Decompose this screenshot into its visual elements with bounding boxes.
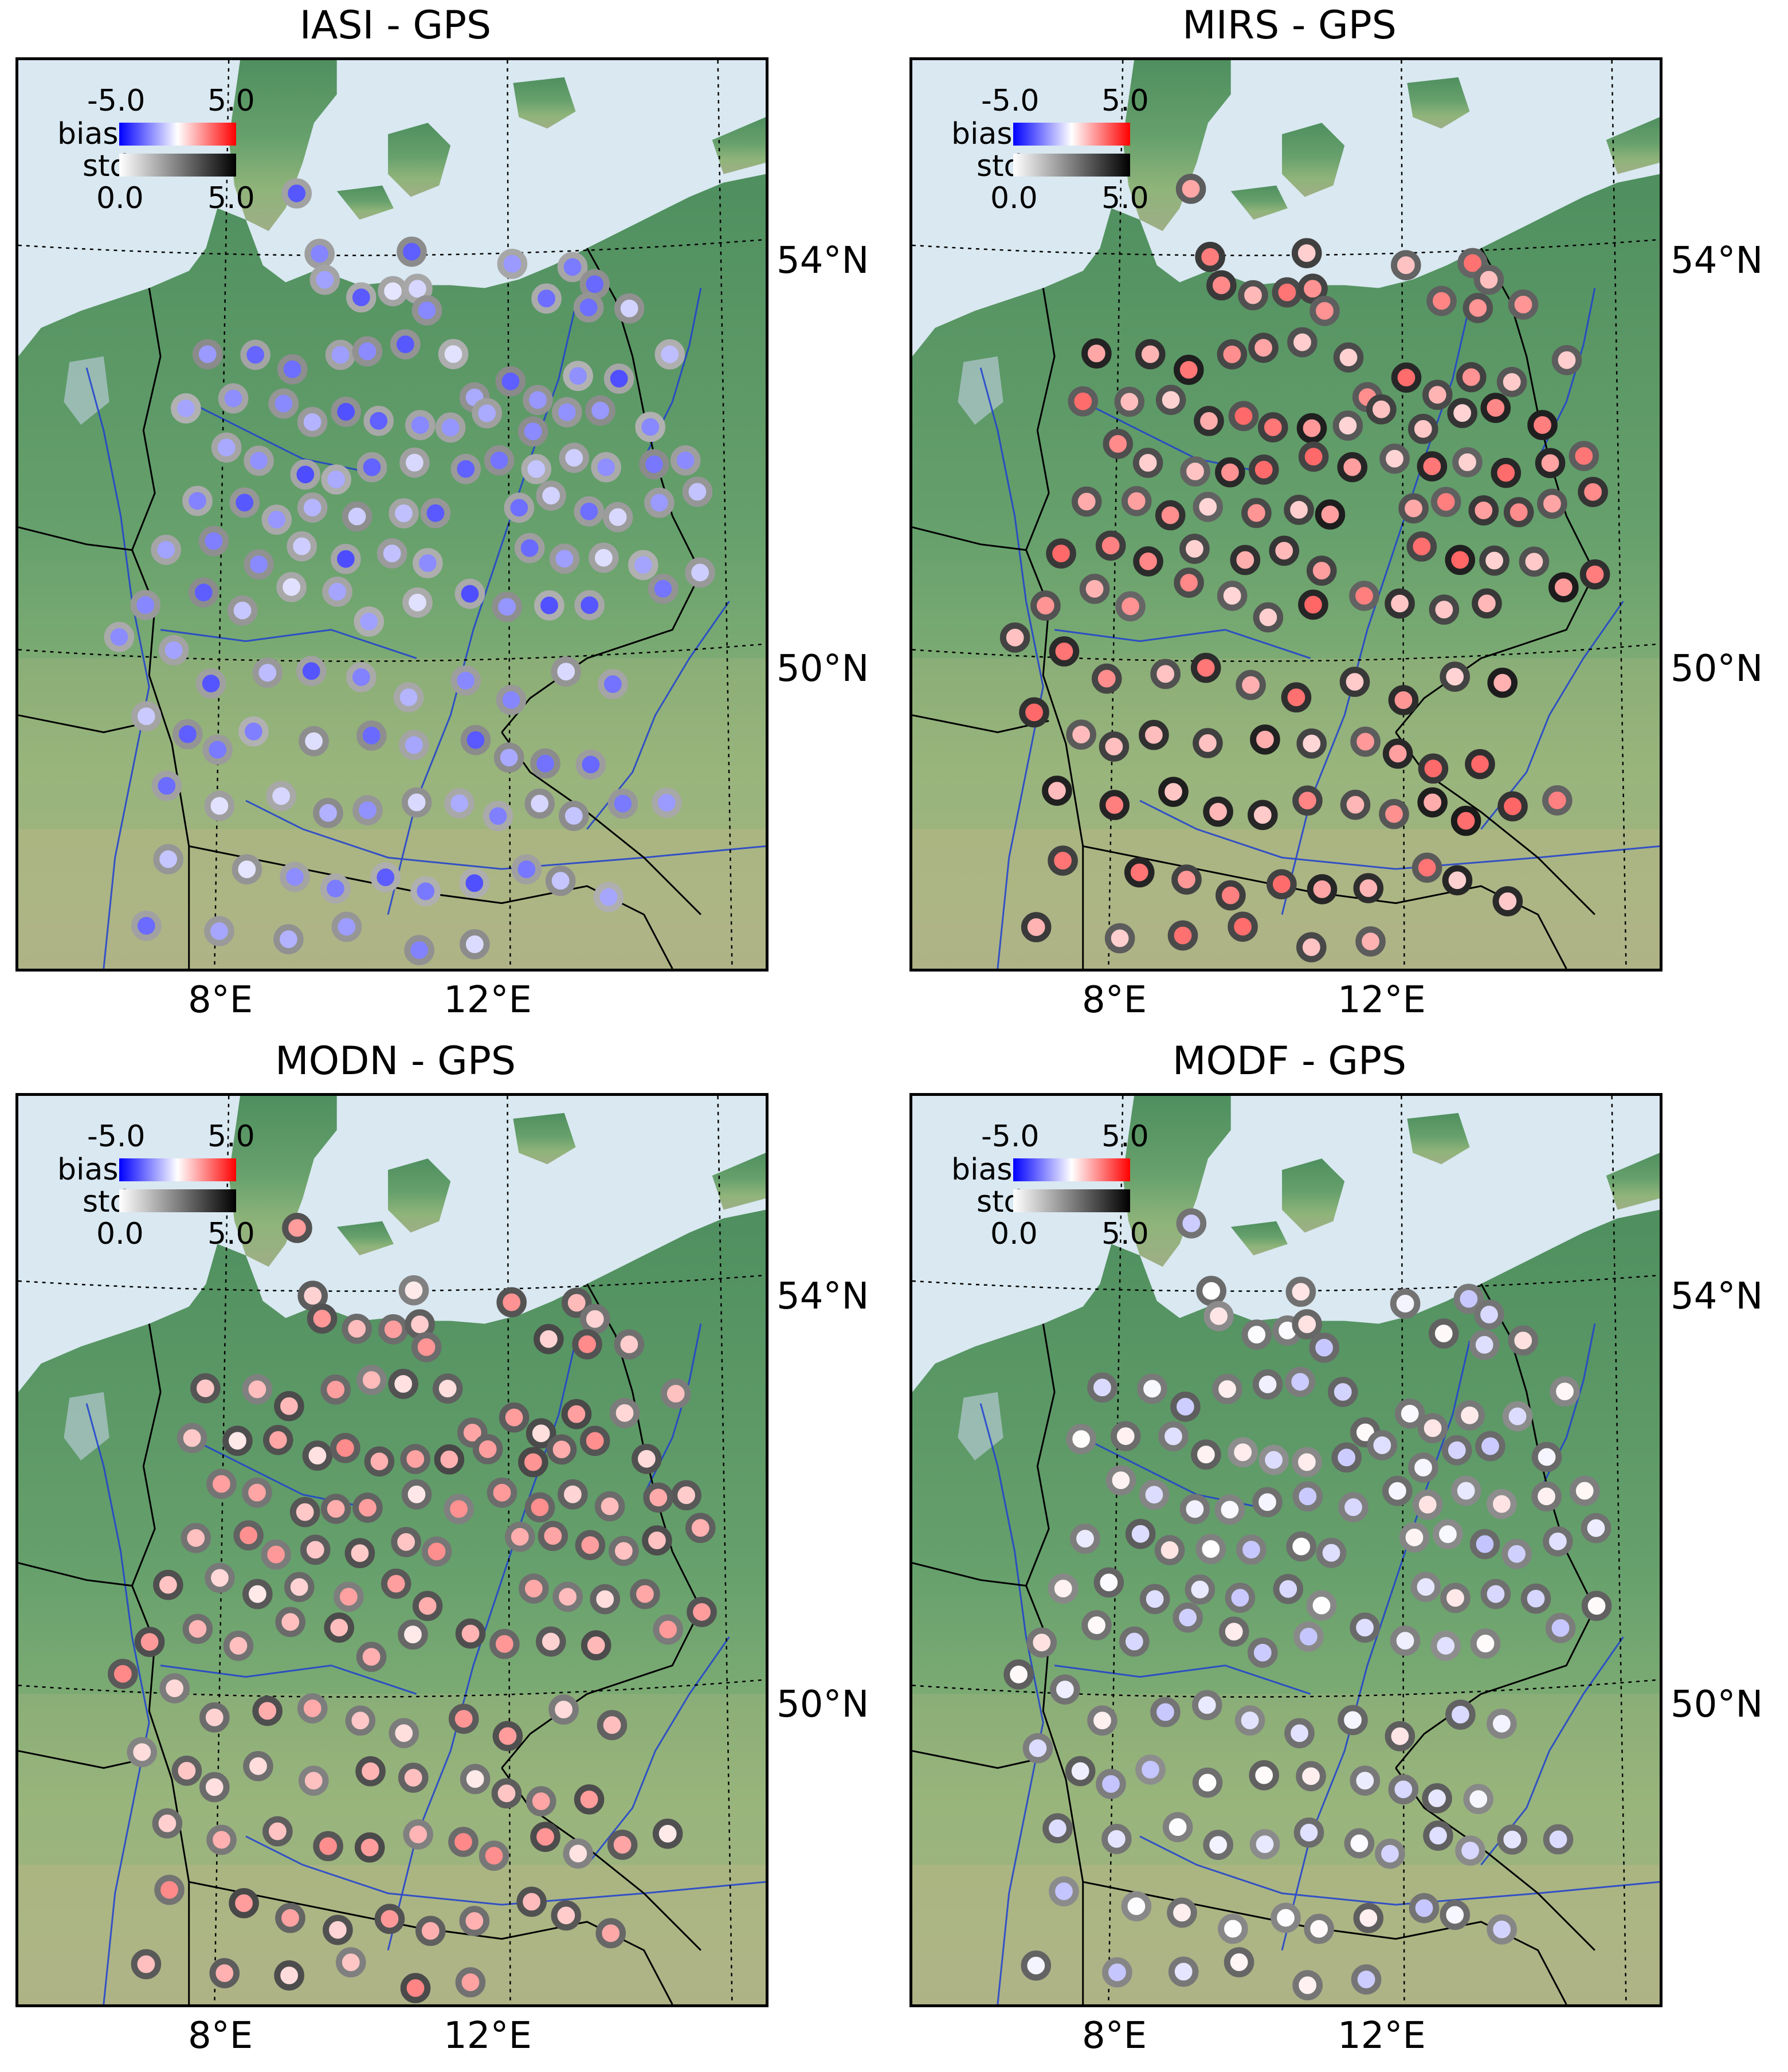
island xyxy=(336,1221,394,1256)
legend: -5.0 5.0 bias: std: 0.0 5.0 xyxy=(57,84,275,216)
map-panel-3: MODN - GPS xyxy=(0,1036,894,2071)
panel-title: MODF - GPS xyxy=(1172,1039,1407,1084)
island xyxy=(1282,123,1345,197)
std-max-label: 5.0 xyxy=(1101,1217,1149,1251)
island xyxy=(388,1158,451,1233)
lat-label-50: 50°N xyxy=(1671,1683,1763,1726)
land-north xyxy=(1123,1096,1231,1267)
legend: -5.0 5.0 bias: std: 0.0 5.0 xyxy=(951,1119,1169,1251)
bias-max-label: 5.0 xyxy=(1101,1119,1149,1154)
bias-colorbar xyxy=(119,123,236,146)
std-min-label: 0.0 xyxy=(96,181,144,216)
bias-label: bias: xyxy=(57,117,128,151)
island xyxy=(1407,77,1470,129)
std-colorbar xyxy=(119,154,236,177)
lon-label-12: 12°E xyxy=(1338,2015,1426,2057)
lat-label-54: 54°N xyxy=(777,1275,869,1318)
lat-label-54: 54°N xyxy=(1671,240,1763,282)
map-panel-4: MODF - GPS xyxy=(894,1036,1788,2071)
lon-label-12: 12°E xyxy=(444,2015,532,2057)
island xyxy=(712,117,766,174)
land-north xyxy=(229,1096,337,1267)
panel-title: MIRS - GPS xyxy=(1182,3,1397,48)
lat-label-50: 50°N xyxy=(1671,648,1763,690)
island xyxy=(712,1153,766,1210)
island xyxy=(1407,1113,1470,1165)
island xyxy=(513,1113,576,1165)
island xyxy=(388,123,451,197)
lon-label-8: 8°E xyxy=(188,979,253,1021)
std-min-label: 0.0 xyxy=(96,1217,144,1251)
map-frame xyxy=(909,57,1662,972)
bias-max-label: 5.0 xyxy=(1101,84,1149,118)
std-colorbar xyxy=(119,1189,236,1212)
bias-colorbar xyxy=(1013,123,1130,146)
legend: -5.0 5.0 bias: std: 0.0 5.0 xyxy=(57,1119,275,1251)
island xyxy=(1606,117,1660,174)
island xyxy=(1606,1153,1660,1210)
bias-label: bias: xyxy=(951,117,1022,151)
std-colorbar xyxy=(1013,154,1130,177)
std-max-label: 5.0 xyxy=(1101,181,1149,216)
bias-min-label: -5.0 xyxy=(981,84,1040,118)
map-panel-2: MIRS - GPS xyxy=(894,0,1788,1036)
land-north xyxy=(229,60,337,232)
bias-colorbar xyxy=(1013,1158,1130,1181)
std-max-label: 5.0 xyxy=(207,181,255,216)
land-north xyxy=(1123,60,1231,232)
lat-label-50: 50°N xyxy=(777,1683,869,1726)
lon-label-8: 8°E xyxy=(188,2015,253,2057)
island xyxy=(1230,1221,1288,1256)
lon-label-12: 12°E xyxy=(444,979,532,1021)
lat-label-54: 54°N xyxy=(1671,1275,1763,1318)
island xyxy=(336,185,394,220)
legend: -5.0 5.0 bias: std: 0.0 5.0 xyxy=(951,84,1169,216)
panel-title: IASI - GPS xyxy=(299,3,492,48)
map-panel-1: IASI - GPS xyxy=(0,0,894,1036)
lat-label-50: 50°N xyxy=(777,648,869,690)
bias-min-label: -5.0 xyxy=(87,1119,146,1154)
rivers xyxy=(85,288,766,969)
std-max-label: 5.0 xyxy=(207,1217,255,1251)
lon-label-12: 12°E xyxy=(1338,979,1426,1021)
bias-min-label: -5.0 xyxy=(87,84,146,118)
std-min-label: 0.0 xyxy=(990,1217,1038,1251)
island xyxy=(1230,185,1288,220)
lat-label-54: 54°N xyxy=(777,240,869,282)
panel-title: MODN - GPS xyxy=(275,1039,516,1084)
bias-min-label: -5.0 xyxy=(981,1119,1040,1154)
map-frame xyxy=(909,1093,1662,2007)
bias-label: bias: xyxy=(951,1153,1022,1187)
bias-label: bias: xyxy=(57,1153,128,1187)
bias-colorbar xyxy=(119,1158,236,1181)
lon-label-8: 8°E xyxy=(1082,979,1147,1021)
island xyxy=(1282,1158,1345,1233)
bias-max-label: 5.0 xyxy=(207,84,255,118)
std-colorbar xyxy=(1013,1189,1130,1212)
std-min-label: 0.0 xyxy=(990,181,1038,216)
island xyxy=(513,77,576,129)
bias-max-label: 5.0 xyxy=(207,1119,255,1154)
lon-label-8: 8°E xyxy=(1082,2015,1147,2057)
